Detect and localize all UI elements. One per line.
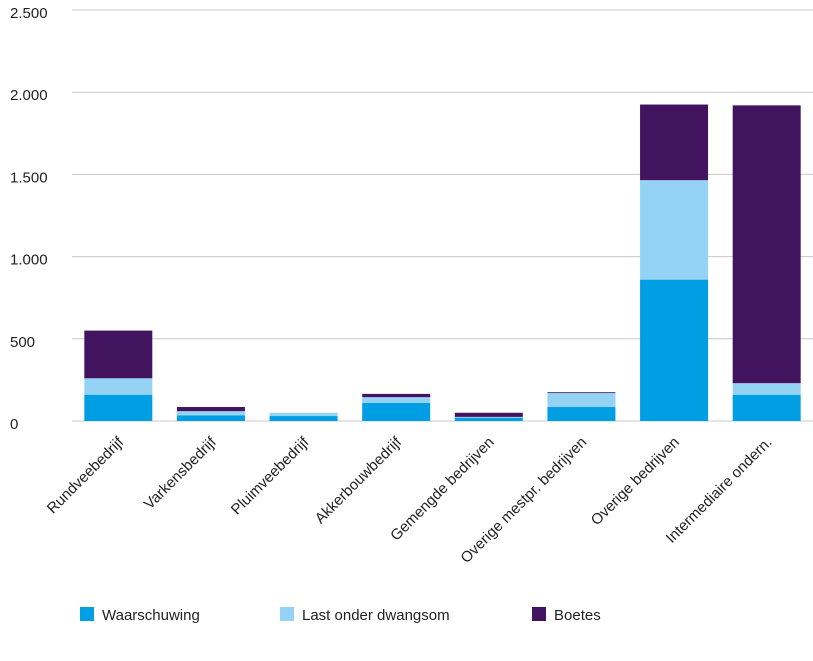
- bar-segment: [547, 407, 616, 421]
- y-tick-label: 500: [10, 334, 35, 351]
- y-tick-label: 0: [10, 416, 18, 433]
- legend-label: Waarschuwing: [102, 607, 200, 624]
- legend-swatch: [80, 607, 94, 621]
- bar-segment: [547, 393, 616, 408]
- x-tick-label: Varkensbedrijf: [141, 433, 221, 513]
- bar-segment: [176, 415, 245, 421]
- bar-segment: [732, 394, 801, 421]
- y-tick-label: 2.500: [10, 5, 48, 22]
- x-tick-label: Gemengde bedrijven: [387, 434, 497, 544]
- legend-swatch: [532, 607, 546, 621]
- y-tick-label: 1.000: [10, 252, 48, 269]
- bar-segment: [454, 417, 523, 421]
- bar-segment: [732, 105, 801, 384]
- bar-segment: [362, 402, 431, 421]
- bar-segment: [640, 279, 709, 421]
- bar-segment: [84, 378, 153, 395]
- legend-label: Boetes: [554, 607, 601, 624]
- x-tick-label: Akkerbouwbedrijf: [312, 433, 406, 527]
- bar-segment: [269, 416, 338, 421]
- legend-label: Last onder dwangsom: [302, 607, 450, 624]
- bar-segment: [640, 104, 709, 181]
- bar-segment: [176, 407, 245, 412]
- bar-segment: [362, 397, 431, 403]
- bar-segment: [176, 411, 245, 416]
- x-tick-label: Rundveebedrijf: [44, 433, 128, 517]
- bar-segment: [362, 393, 431, 398]
- bar-segment: [84, 394, 153, 421]
- legend-swatch: [280, 607, 294, 621]
- bar-segment: [640, 180, 709, 280]
- x-tick-label: Overige bedrijven: [588, 434, 683, 529]
- bar-segment: [547, 392, 616, 394]
- bar-segment: [454, 416, 523, 418]
- y-tick-label: 1.500: [10, 169, 48, 186]
- bar-segment: [454, 412, 523, 417]
- y-tick-label: 2.000: [10, 87, 48, 104]
- x-tick-label: Intermediaire ondern.: [663, 434, 776, 547]
- x-tick-label: Pluimveebedrijf: [228, 433, 313, 518]
- bar-segment: [732, 383, 801, 395]
- bar-segment: [269, 412, 338, 417]
- bar-segment: [84, 330, 153, 379]
